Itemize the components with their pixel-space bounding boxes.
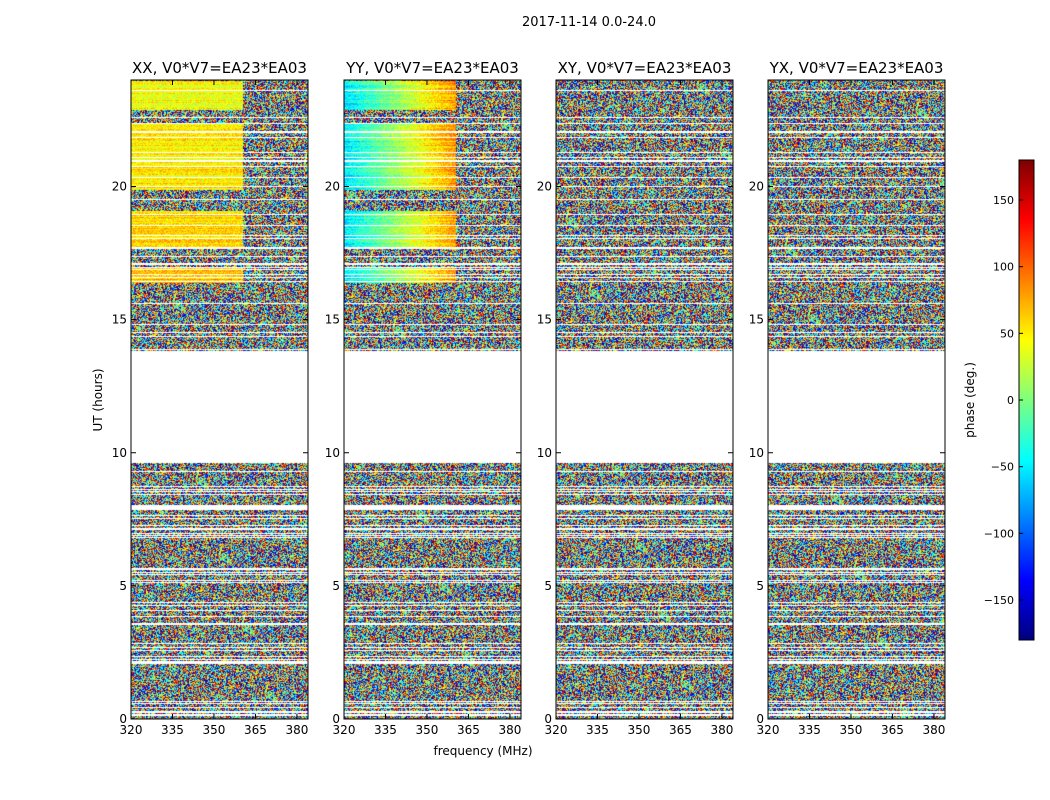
heatmap-image-yy bbox=[344, 80, 521, 719]
phase-colorbar: −150 −100 −50 0 50 100 150 bbox=[984, 159, 1035, 641]
x-tick-label: 335 bbox=[798, 723, 821, 737]
y-tick-label: 10 bbox=[112, 446, 127, 460]
y-tick-label: 5 bbox=[332, 579, 340, 593]
panel-title: YX, V0*V7=EA23*EA03 bbox=[769, 59, 944, 77]
x-tick-label: 320 bbox=[333, 723, 356, 737]
heatmap-panels: XX, V0*V7=EA23*EA03 320 335 350 365 380 0 5 10 15… bbox=[112, 59, 946, 737]
x-tick-label: 320 bbox=[757, 723, 780, 737]
panel-frame bbox=[343, 79, 522, 720]
y-tick-label: 5 bbox=[756, 579, 764, 593]
colorbar-tick-label: 0 bbox=[1007, 394, 1014, 407]
x-tick-label: 380 bbox=[498, 723, 521, 737]
y-tick-label: 0 bbox=[332, 712, 340, 726]
colorbar-tick-label: 50 bbox=[1000, 327, 1014, 340]
x-tick-label: 335 bbox=[161, 723, 184, 737]
panel-frame bbox=[767, 79, 946, 720]
panel-frame bbox=[555, 79, 734, 720]
y-tick-label: 20 bbox=[537, 180, 552, 194]
y-tick-label: 10 bbox=[749, 446, 764, 460]
y-tick-label: 20 bbox=[749, 180, 764, 194]
panel-title: XX, V0*V7=EA23*EA03 bbox=[132, 59, 307, 77]
x-tick-label: 380 bbox=[922, 723, 945, 737]
colorbar-label: phase (deg.) bbox=[963, 362, 977, 438]
x-tick-label: 365 bbox=[457, 723, 480, 737]
x-tick-label: 350 bbox=[203, 723, 226, 737]
colorbar-tick-label: −150 bbox=[984, 594, 1014, 607]
y-tick-label: 0 bbox=[119, 712, 127, 726]
colorbar-tick-label: −100 bbox=[984, 527, 1014, 540]
panel-yx: YX, V0*V7=EA23*EA03 320 335 350 365 380 0 5 10 15… bbox=[749, 59, 946, 737]
y-tick-label: 0 bbox=[544, 712, 552, 726]
y-tick-label: 10 bbox=[537, 446, 552, 460]
y-tick-label: 15 bbox=[749, 313, 764, 327]
x-tick-label: 380 bbox=[710, 723, 733, 737]
x-tick-label: 350 bbox=[416, 723, 439, 737]
y-tick-label: 5 bbox=[544, 579, 552, 593]
panel-title: XY, V0*V7=EA23*EA03 bbox=[558, 59, 732, 77]
y-tick-label: 15 bbox=[537, 313, 552, 327]
y-tick-label: 15 bbox=[325, 313, 340, 327]
panel-xx: XX, V0*V7=EA23*EA03 320 335 350 365 380 0 5 10 15… bbox=[112, 59, 309, 737]
x-tick-label: 335 bbox=[586, 723, 609, 737]
x-tick-label: 380 bbox=[285, 723, 308, 737]
x-tick-label: 350 bbox=[840, 723, 863, 737]
x-tick-label: 350 bbox=[628, 723, 651, 737]
y-tick-label: 20 bbox=[112, 180, 127, 194]
panel-title: YY, V0*V7=EA23*EA03 bbox=[345, 59, 519, 77]
heatmap-image-xx bbox=[131, 80, 308, 719]
x-tick-label: 320 bbox=[545, 723, 568, 737]
y-tick-label: 15 bbox=[112, 313, 127, 327]
x-tick-label: 335 bbox=[374, 723, 397, 737]
panel-yy: YY, V0*V7=EA23*EA03 320 335 350 365 380 0 5 10 15… bbox=[325, 59, 522, 737]
y-axis-label: UT (hours) bbox=[91, 368, 105, 431]
y-tick-label: 20 bbox=[325, 180, 340, 194]
x-axis-label: frequency (MHz) bbox=[433, 744, 532, 758]
x-tick-label: 320 bbox=[120, 723, 143, 737]
heatmap-image-xy bbox=[556, 80, 733, 719]
y-tick-label: 0 bbox=[756, 712, 764, 726]
colorbar-tick-label: 100 bbox=[993, 261, 1014, 274]
x-tick-label: 365 bbox=[669, 723, 692, 737]
panel-frame bbox=[130, 79, 309, 720]
colorbar-tick-label: 150 bbox=[993, 194, 1014, 207]
y-tick-label: 10 bbox=[325, 446, 340, 460]
figure-title: 2017-11-14 0.0-24.0 bbox=[522, 15, 656, 30]
x-tick-label: 365 bbox=[881, 723, 904, 737]
y-tick-label: 5 bbox=[119, 579, 127, 593]
heatmap-image-yx bbox=[768, 80, 945, 719]
panel-xy: XY, V0*V7=EA23*EA03 320 335 350 365 380 0 5 10 15… bbox=[537, 59, 734, 737]
x-tick-label: 365 bbox=[244, 723, 267, 737]
colorbar-tick-label: −50 bbox=[991, 461, 1014, 474]
